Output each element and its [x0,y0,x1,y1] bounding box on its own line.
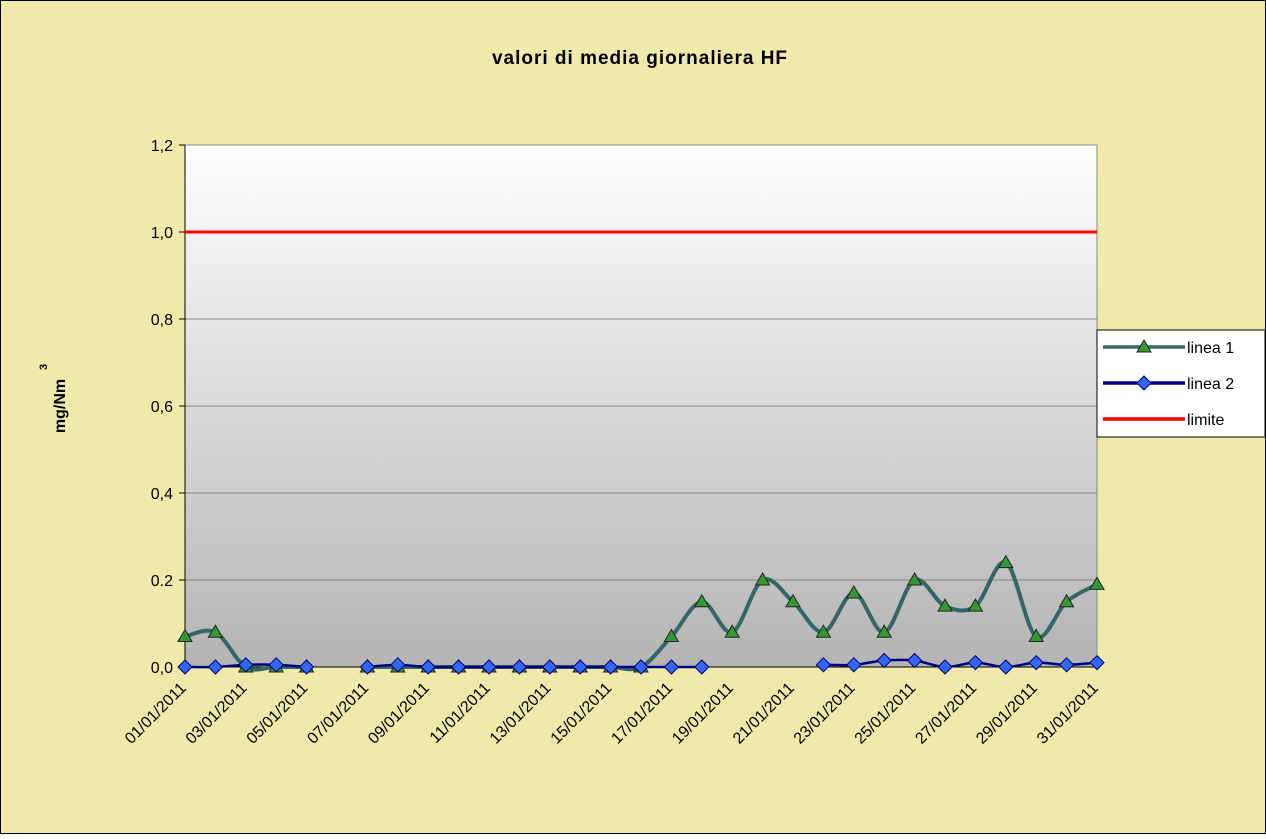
marker [481,659,497,675]
y-axis-label-group: mg/Nm 3 [38,364,69,433]
marker [663,659,680,675]
marker [1136,375,1152,391]
y-axis-label: mg/Nm [52,379,69,433]
marker [1136,339,1152,353]
marker [177,659,193,675]
marker [572,659,588,675]
marker [1089,654,1105,671]
marker [177,628,193,643]
marker [1058,657,1075,673]
marker [450,659,467,675]
y-tick-label: 0.2 [151,573,173,590]
marker [785,593,801,608]
series-line [823,658,1098,669]
marker [906,652,923,669]
legend-label: limite [1187,412,1224,429]
marker [846,657,862,673]
marker [207,624,224,638]
marker [967,654,984,671]
marker [694,659,710,675]
y-tick-label: 0,6 [151,399,173,416]
marker [906,572,923,586]
y-tick-label: 1,0 [151,225,173,242]
marker [268,657,284,673]
marker [390,657,406,673]
marker [815,657,832,673]
marker [693,593,710,608]
marker [998,659,1014,675]
marker [207,659,224,675]
marker [937,598,953,612]
y-axis-label-sup: 3 [38,364,50,370]
marker [876,624,893,638]
marker [238,657,254,673]
marker [359,659,376,675]
legend-label: linea 1 [1187,340,1234,357]
marker [633,659,649,675]
marker [1089,576,1105,590]
y-tick-label: 0,8 [151,312,173,329]
marker [967,598,984,612]
marker [1058,593,1075,608]
marker [542,659,558,675]
marker [845,585,862,599]
marker [1028,628,1045,643]
marker [937,659,953,675]
marker [420,659,436,675]
marker [602,659,619,675]
marker [1028,654,1044,671]
marker [724,624,741,638]
y-tick-label: 1,2 [151,138,173,155]
marker [298,659,315,675]
marker [815,624,832,638]
marker [997,554,1014,569]
y-tick-label: 0,0 [151,660,173,677]
marker [511,659,528,675]
y-tick-label: 0,4 [151,486,173,503]
marker [876,652,892,669]
marker [663,628,680,643]
marker [754,572,771,586]
chart-title: valori di media giornaliera HF [492,48,788,69]
legend-label: linea 2 [1187,376,1234,393]
